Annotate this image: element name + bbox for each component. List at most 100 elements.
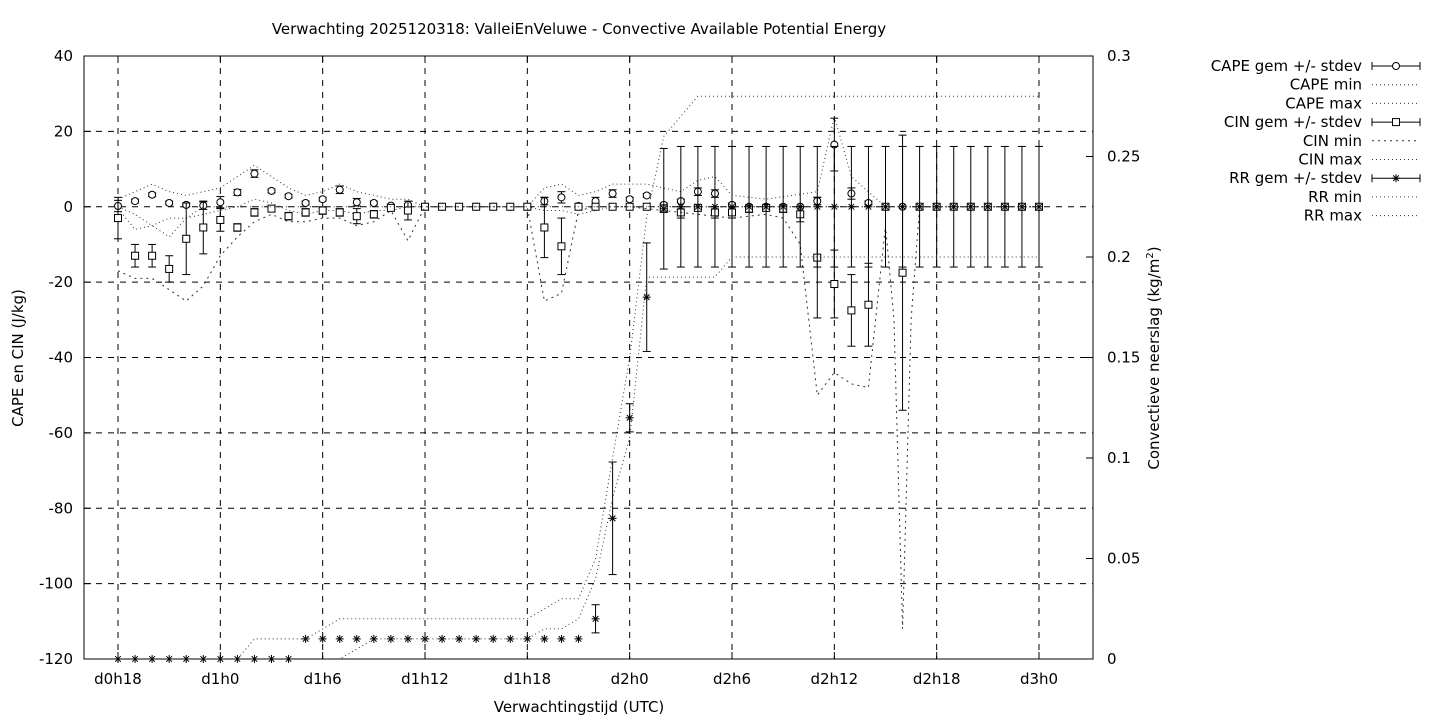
marker-star-d2 [473, 635, 480, 643]
data-point [1017, 202, 1026, 211]
legend-marker [1392, 118, 1400, 127]
series-2 [117, 116, 1039, 208]
x-tick-label: d0h18 [94, 670, 142, 688]
marker-square [352, 212, 361, 221]
data-point [898, 268, 907, 277]
marker-circle [131, 197, 140, 206]
marker-star-d2 [455, 635, 463, 643]
marker-star-d2 [575, 635, 582, 643]
x-axis-label: Verwachtingstijd (UTC) [494, 698, 665, 716]
marker-square [267, 204, 276, 213]
data-point [949, 202, 958, 211]
x-tick-label: d1h18 [503, 670, 551, 688]
y-tick-label: -20 [49, 273, 74, 291]
data-point [131, 197, 140, 206]
data-point [318, 195, 327, 204]
data-point [352, 212, 361, 221]
y2-tick-label: 0.25 [1107, 148, 1140, 166]
data-point [762, 202, 771, 211]
data-point [284, 212, 293, 221]
marker-circle [216, 198, 225, 207]
data-point [114, 214, 122, 223]
y2-tick-label: 0.2 [1107, 248, 1131, 266]
marker-square [131, 251, 140, 260]
marker-square [301, 208, 310, 217]
data-point [335, 208, 344, 217]
marker-circle [1392, 62, 1400, 70]
data-point [932, 202, 941, 211]
data-point [779, 202, 788, 211]
marker-star-d2 [541, 635, 548, 643]
legend-label: CAPE max [1285, 94, 1362, 112]
marker-square [148, 251, 157, 260]
data-point [455, 202, 464, 211]
marker-circle [284, 192, 293, 201]
marker-star-d2 [950, 203, 957, 210]
data-point [813, 202, 822, 211]
marker-star-d2 [967, 203, 974, 210]
marker-star-d2 [592, 615, 599, 622]
data-point [864, 202, 873, 211]
marker-star-d2 [353, 635, 360, 643]
marker-star-d2 [660, 205, 667, 212]
marker-star-d2 [865, 203, 872, 210]
data-point [608, 189, 617, 198]
y2-tick-label: 0.15 [1107, 349, 1140, 367]
marker-circle [165, 198, 174, 207]
marker-square [114, 214, 122, 223]
marker-star-d2 [558, 635, 565, 643]
marker-star-d2 [643, 294, 650, 301]
data-point [267, 204, 276, 213]
marker-circle [557, 193, 566, 202]
marker-square [199, 223, 208, 232]
data-point [267, 186, 276, 195]
data-point [369, 210, 378, 219]
data-point [608, 514, 617, 523]
data-point [625, 413, 634, 422]
marker-star-d2 [1001, 203, 1009, 210]
data-point [284, 192, 293, 201]
marker-square [182, 234, 191, 243]
data-point [642, 293, 651, 302]
marker-star-d2 [762, 203, 770, 210]
axes: d0h18 d1h0 d1h6 d1h12 d1h18 d2h0 d2h6 d2h12 d2h1… [39, 47, 1140, 688]
marker-star-d2 [831, 203, 838, 210]
data-point [233, 188, 242, 197]
data-point [216, 215, 225, 224]
legend-label: RR gem +/- stdev [1229, 169, 1362, 187]
marker-square [318, 206, 327, 215]
marker-star-d2 [609, 515, 616, 522]
marker-square [898, 268, 907, 277]
marker-star-d2 [524, 635, 531, 643]
data-point [199, 223, 208, 232]
data-point [250, 169, 259, 178]
data-point [591, 614, 600, 623]
marker-square [165, 264, 174, 273]
x-tick-label: d2h6 [713, 670, 751, 688]
marker-square [386, 203, 395, 212]
data-point [369, 634, 378, 643]
marker-star-d2 [319, 635, 326, 643]
marker-star-d2 [694, 203, 702, 210]
marker-star-d2 [745, 203, 753, 210]
legend-label: CAPE gem +/- stdev [1211, 57, 1362, 75]
y-tick-label: -40 [49, 349, 74, 367]
marker-square [233, 223, 242, 232]
data-point [318, 634, 327, 643]
data-point [523, 634, 532, 643]
y-axis-label: CAPE en CIN (J/kg) [9, 289, 27, 427]
data-point [1035, 202, 1043, 211]
legend-label: RR min [1308, 188, 1362, 206]
data-point [557, 634, 566, 643]
data-point [1000, 202, 1009, 211]
marker-star-d2 [899, 203, 906, 210]
series-line [118, 95, 1039, 660]
data-point [318, 206, 327, 215]
data-point [216, 198, 225, 207]
data-point [182, 234, 191, 243]
series-8 [118, 95, 1039, 660]
data-point [728, 202, 736, 211]
marker-square [591, 202, 600, 211]
data-point [830, 202, 839, 211]
